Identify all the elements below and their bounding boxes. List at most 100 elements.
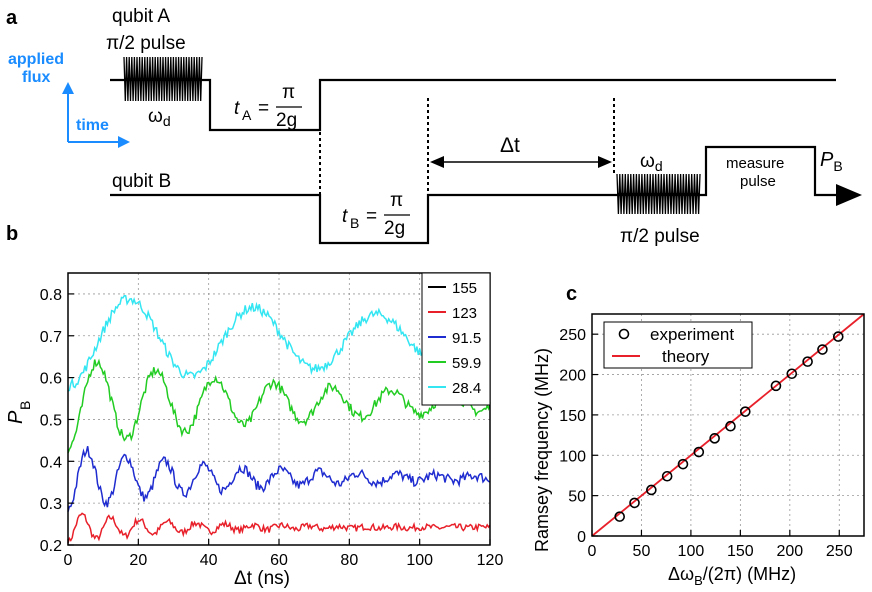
omega-d-a: ωd xyxy=(148,106,171,129)
c-xtick-label: 50 xyxy=(633,543,651,560)
c-ytick-label: 150 xyxy=(559,408,586,425)
delta-t-arrow-right-icon xyxy=(598,156,612,168)
svg-text:2g: 2g xyxy=(384,218,405,239)
time-axis-arrow-icon xyxy=(118,136,130,148)
experiment-point xyxy=(614,511,625,522)
b-xtick-label: 100 xyxy=(406,552,433,569)
panel-b-series xyxy=(67,294,491,544)
experiment-point xyxy=(709,433,720,444)
panel-c-experiment-points xyxy=(614,331,844,522)
b-ytick-label: 0.8 xyxy=(40,287,62,304)
c-ytick-label: 50 xyxy=(568,489,586,506)
applied-flux-label: applied xyxy=(8,51,64,68)
svg-text:2g: 2g xyxy=(276,110,297,131)
qubit-a-label: qubit A xyxy=(112,6,170,27)
c-xtick-label: 200 xyxy=(776,543,803,560)
experiment-point xyxy=(725,420,736,432)
qubit-a-microwave-pulse xyxy=(123,56,203,102)
b-ytick-label: 0.5 xyxy=(40,412,62,429)
applied-flux-label-2: flux xyxy=(22,69,51,86)
measure-label: measure xyxy=(726,155,784,172)
panel-b-xlabel: Δt (ns) xyxy=(234,568,290,589)
c-xtick-label: 150 xyxy=(727,543,754,560)
b-xtick-label: 20 xyxy=(129,552,147,569)
b-ytick-label: 0.3 xyxy=(40,496,62,513)
experiment-point xyxy=(770,380,782,392)
legend-label-123: 123 xyxy=(452,305,477,322)
legend-label-155: 155 xyxy=(452,280,477,297)
svg-text:=: = xyxy=(366,206,377,227)
panel-a-pulse-sequence: a qubit A π/2 pulse ωd applied flux time… xyxy=(6,6,862,247)
panel-c-xlabel: ΔωB/(2π) (MHz) xyxy=(668,564,796,588)
svg-text:=: = xyxy=(258,98,269,119)
b-xtick-label: 40 xyxy=(200,552,218,569)
svg-text:B: B xyxy=(350,215,359,231)
omega-d-b: ωd xyxy=(640,151,663,174)
panel-b-ramsey-oscillations: b 0 20 40 60 80 100 120 0.2 0.3 0.4 0.5 0.6 0.7 0.8 Δ… xyxy=(5,223,503,589)
panel-c-ramsey-frequency: c 0 50 100 150 200 250 0 50 100 150 200 250 experim… xyxy=(532,283,865,588)
c-ytick-label: 0 xyxy=(577,529,586,546)
experiment-point xyxy=(817,344,828,355)
experiment-point xyxy=(802,356,813,367)
experiment-point xyxy=(693,446,705,458)
b-ytick-label: 0.4 xyxy=(40,454,62,471)
legend-theory: theory xyxy=(662,347,710,366)
qubit-b-pulse-label: π/2 pulse xyxy=(620,226,700,247)
experiment-point xyxy=(740,406,751,417)
legend-label-91.5: 91.5 xyxy=(452,330,481,347)
panel-b-legend: 155 123 91.5 59.9 28.4 xyxy=(421,272,491,406)
measure-pulse-label: pulse xyxy=(740,173,776,190)
qubit-b-microwave-pulse xyxy=(616,173,701,215)
legend-experiment: experiment xyxy=(650,325,734,344)
b-xtick-label: 0 xyxy=(64,552,73,569)
series-line-123 xyxy=(67,512,491,544)
panel-b-ticks: 0 20 40 60 80 100 120 0.2 0.3 0.4 0.5 0.6 0.7 0.8 xyxy=(40,287,504,569)
panel-b-ylabel: P B xyxy=(5,401,33,424)
experiment-point xyxy=(786,368,798,380)
pb-output-label: PB xyxy=(820,149,843,174)
experiment-point xyxy=(629,497,640,509)
svg-text:t: t xyxy=(234,98,240,119)
svg-text:π: π xyxy=(390,190,403,211)
c-ytick-label: 100 xyxy=(559,448,586,465)
panel-a-label: a xyxy=(6,7,18,29)
qubit-b-flux-line xyxy=(110,145,840,245)
panel-b-grid xyxy=(68,273,490,546)
panel-b-label: b xyxy=(6,223,18,245)
t-b-formula: t B = π 2g xyxy=(342,190,410,239)
panel-c-ylabel: Ramsey frequency (MHz) xyxy=(532,348,552,552)
svg-text:π: π xyxy=(282,82,295,103)
svg-text:t: t xyxy=(342,206,348,227)
panel-c-label: c xyxy=(566,283,577,305)
svg-text:B: B xyxy=(17,401,33,410)
qubit-a-flux-line xyxy=(110,78,836,132)
panel-c-ticks: 0 50 100 150 200 250 0 50 100 150 200 250 xyxy=(559,327,852,560)
legend-experiment-marker xyxy=(618,328,630,340)
b-ytick-label: 0.2 xyxy=(40,538,62,555)
b-ytick-label: 0.7 xyxy=(40,329,62,346)
svg-text:P: P xyxy=(5,410,27,424)
qubit-b-label: qubit B xyxy=(112,171,171,192)
delta-t-arrow-left-icon xyxy=(430,156,444,168)
time-label: time xyxy=(76,117,109,134)
c-ytick-label: 200 xyxy=(559,368,586,385)
series-line-28.4 xyxy=(67,294,491,392)
c-xtick-label: 250 xyxy=(826,543,853,560)
c-ytick-label: 250 xyxy=(559,327,586,344)
panel-c-plot-frame xyxy=(591,313,865,537)
panel-c-legend: experiment theory xyxy=(603,321,753,369)
c-xtick-label: 100 xyxy=(678,543,705,560)
measure-arrow-head xyxy=(836,184,862,206)
experiment-point xyxy=(832,331,844,342)
b-xtick-label: 80 xyxy=(340,552,358,569)
b-xtick-label: 60 xyxy=(270,552,288,569)
series-line-59.9 xyxy=(67,358,491,454)
svg-text:A: A xyxy=(242,107,252,123)
experiment-point xyxy=(677,458,689,470)
legend-label-59.9: 59.9 xyxy=(452,355,481,372)
t-a-formula: t A = π 2g xyxy=(234,82,302,131)
c-xtick-label: 0 xyxy=(588,543,597,560)
qubit-a-pulse-label: π/2 pulse xyxy=(106,33,186,54)
experiment-point xyxy=(661,470,673,482)
